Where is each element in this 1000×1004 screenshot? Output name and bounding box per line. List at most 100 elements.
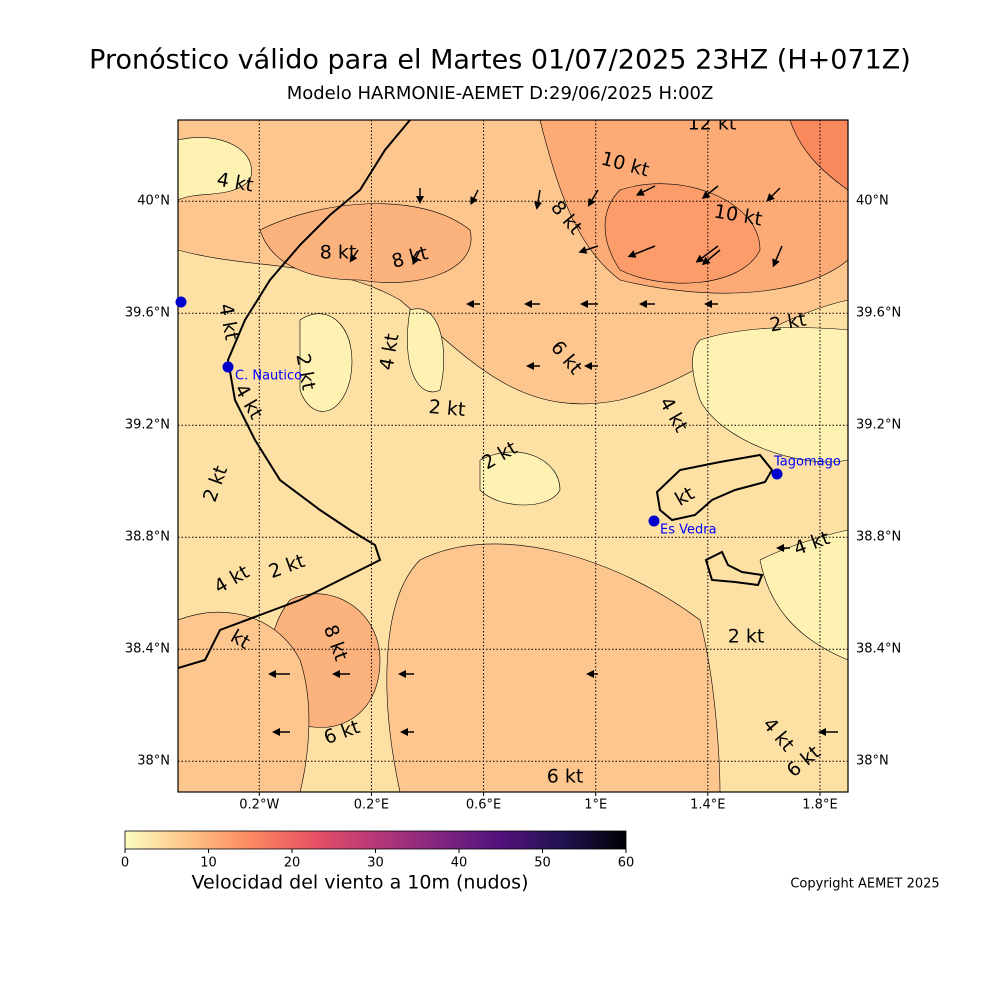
wind-arrow-shaft (591, 189, 599, 201)
wind-arrow-head (268, 670, 276, 678)
lat-tick-label: 38.4°N (125, 642, 170, 657)
wind-arrow-shaft (707, 185, 719, 195)
wind-arrow-head (635, 188, 645, 196)
colorbar-tick-label: 50 (534, 856, 551, 871)
wind-arrow-head (526, 362, 534, 370)
station-label: Tagomago (773, 455, 841, 470)
lat-tick-label: 39.2°N (856, 418, 901, 433)
station-marker (648, 515, 660, 527)
station-label: Es Vedra (660, 523, 717, 538)
station-marker (175, 296, 187, 308)
wind-arrow-shaft (634, 245, 656, 255)
lat-tick-label: 38°N (137, 754, 170, 769)
wind-arrow-head (400, 728, 408, 736)
wind-arrows (268, 185, 838, 736)
lon-tick-label: 1°E (584, 798, 607, 813)
graticule (178, 120, 848, 792)
lon-tick-label: 1.4°E (690, 798, 725, 813)
wind-arrow-head (578, 246, 588, 254)
title: Pronóstico válido para el Martes 01/07/2… (89, 45, 911, 76)
contour-fill (407, 308, 445, 393)
colorbar-ticks: 0 10 20 30 40 50 60 (121, 849, 634, 871)
wind-arrow-head (587, 197, 596, 207)
contour-fill (692, 327, 848, 463)
station-marker (771, 468, 783, 480)
wind-arrow-shaft (537, 189, 541, 203)
wind-arrow-head (349, 253, 358, 263)
lat-tick-label: 40°N (856, 194, 889, 209)
wind-arrow-head (776, 544, 784, 552)
wind-arrow-head (580, 300, 588, 308)
contour-fill (604, 183, 761, 284)
wind-arrow-shaft (415, 249, 421, 259)
colorbar-tick-label: 60 (618, 856, 635, 871)
lat-tick-label: 38°N (856, 754, 889, 769)
wind-arrow-head (701, 190, 711, 199)
lon-tick-label: 0.6°E (466, 798, 501, 813)
wind-arrow-head (398, 670, 406, 678)
lat-tick-label: 38.4°N (856, 642, 901, 657)
lat-tick-label: 38.8°N (125, 530, 170, 545)
stations: C. Nautico Es Vedra Tagomago (175, 296, 841, 538)
colorbar-label: Velocidad del viento a 10m (nudos) (192, 872, 529, 894)
map-frame (177, 119, 849, 793)
wind-arrow-head (772, 258, 780, 268)
wind-arrow-head (586, 670, 594, 678)
wind-arrow-shaft (585, 245, 599, 251)
colorbar-tick-label: 30 (367, 856, 384, 871)
coastline (178, 120, 411, 669)
wind-arrow-shaft (473, 189, 479, 199)
station-marker (222, 361, 234, 373)
wind-arrow-head (332, 670, 340, 678)
contour-fill (299, 313, 353, 412)
lon-tick-label: 0.2°W (239, 798, 279, 813)
wind-arrow-head (412, 256, 420, 266)
wind-arrow-head (704, 300, 712, 308)
island-ibiza (655, 453, 774, 522)
copyright: Copyright AEMET 2025 (790, 877, 939, 892)
wind-arrow-head (524, 300, 532, 308)
lat-tick-label: 39.6°N (856, 306, 901, 321)
contour-fill (386, 543, 721, 792)
station-label: C. Nautico (235, 369, 302, 384)
wind-arrow-shaft (707, 249, 721, 261)
wind-arrow-head (416, 196, 424, 204)
lat-tick-label: 40°N (137, 194, 170, 209)
lon-tick-label: 0.2°E (354, 798, 389, 813)
lat-tick-label: 39.2°N (125, 418, 170, 433)
contour-fill (178, 611, 310, 792)
contour-label: 2 kt (428, 396, 466, 421)
contour-fill (178, 137, 252, 201)
wind-arrow-head (584, 362, 592, 370)
contour-label: 8 kt (320, 242, 357, 264)
island-formentera (704, 550, 764, 587)
contour-label: 6 kt (547, 766, 584, 788)
subtitle: Modelo HARMONIE-AEMET D:29/06/2025 H:00Z (287, 83, 714, 104)
wind-arrow-shaft (353, 249, 359, 257)
wind-arrow-shaft (642, 185, 656, 193)
contour-label: 2 kt (728, 626, 765, 648)
wind-arrow-head (701, 256, 711, 266)
wind-arrow-head (766, 193, 775, 202)
contour-fill (259, 203, 472, 283)
wind-arrow-head (627, 250, 637, 258)
colorbar-tick-label: 20 (284, 856, 301, 871)
wind-arrow-head (272, 728, 280, 736)
lat-tick-label: 39.6°N (125, 306, 170, 321)
contour-label: 12 kt (688, 113, 737, 135)
wind-arrow-head (466, 300, 474, 308)
lat-tick-label: 38.8°N (856, 530, 901, 545)
wind-arrow-head (818, 728, 826, 736)
wind-arrow-head (470, 196, 478, 206)
wind-arrow-head (534, 201, 542, 210)
colorbar-tick-label: 10 (200, 856, 217, 871)
wind-arrow-shaft (775, 245, 783, 261)
wind-arrow-head (695, 254, 705, 263)
contour-fill (479, 451, 561, 506)
colorbar-tick-label: 0 (121, 856, 129, 871)
map-ticks: 0.2°W 0.2°E 0.6°E 1°E 1.4°E 1.8°E 38°N 38°N 38.4… (125, 194, 901, 813)
wind-arrow-shaft (701, 245, 719, 259)
colorbar-tick-label: 40 (451, 856, 468, 871)
